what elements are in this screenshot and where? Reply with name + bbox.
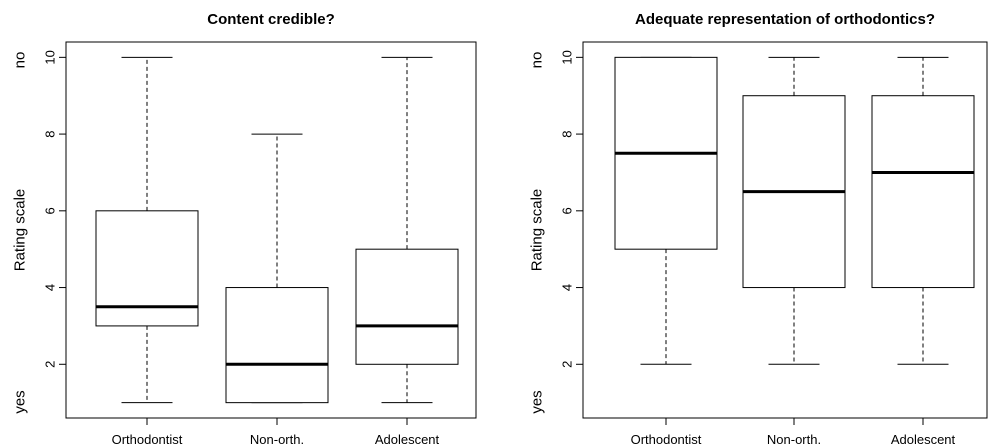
y-tick-label: 6: [43, 207, 58, 214]
box-body: [225, 287, 329, 404]
y-tick-label: 8: [560, 130, 575, 137]
box-body: [871, 95, 975, 289]
y-tick-label: 8: [43, 130, 58, 137]
chart-title: Content credible?: [207, 11, 335, 28]
chart-title: Adequate representation of orthodontics?: [635, 11, 935, 28]
y-top-label: no: [11, 52, 28, 69]
y-tick-label: 10: [43, 50, 58, 64]
y-tick-label: 6: [560, 207, 575, 214]
y-bottom-label: yes: [528, 390, 545, 413]
y-tick-label: 10: [560, 50, 575, 64]
box-2: [225, 133, 329, 404]
x-category-label: Non-orth.: [767, 432, 821, 447]
box-1: [614, 56, 718, 365]
plot-frame: [65, 41, 477, 419]
chart-panel-2: Adequate representation of orthodontics?…: [528, 11, 988, 447]
x-category-label: Orthodontist: [112, 432, 183, 447]
chart-panel-1: Content credible? 2 4 6 8 10 no yes Rating scale…: [11, 11, 477, 447]
box-body: [355, 248, 459, 365]
y-tick-label: 4: [43, 284, 58, 291]
box-3: [871, 56, 975, 365]
x-category-label: Orthodontist: [631, 432, 702, 447]
plot-frame: [582, 41, 988, 419]
y-tick-label: 4: [560, 284, 575, 291]
box-body: [95, 210, 199, 327]
y-tick-label: 2: [43, 361, 58, 368]
y-axis-label: Rating scale: [11, 189, 28, 272]
box-1: [95, 56, 199, 404]
y-axis-label: Rating scale: [528, 189, 545, 272]
y-tick-label: 2: [560, 361, 575, 368]
box-3: [355, 56, 459, 404]
x-category-label: Adolescent: [891, 432, 956, 447]
y-bottom-label: yes: [11, 390, 28, 413]
x-category-label: Non-orth.: [250, 432, 304, 447]
y-top-label: no: [528, 52, 545, 69]
box-2: [742, 56, 846, 365]
x-category-label: Adolescent: [375, 432, 440, 447]
